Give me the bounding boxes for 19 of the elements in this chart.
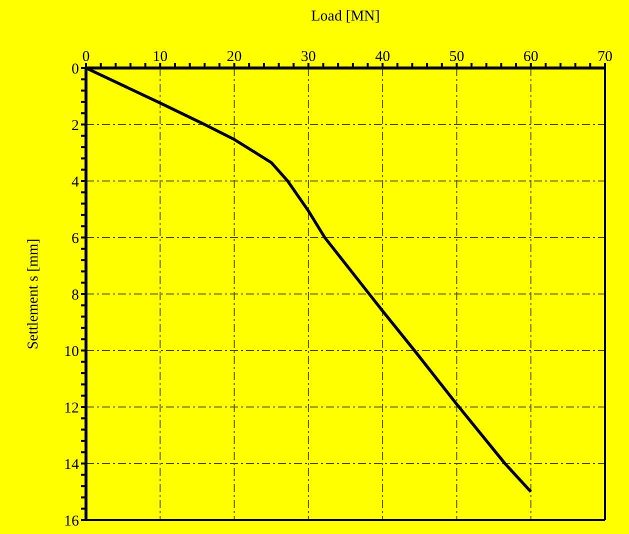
y-tick-label: 6 (72, 230, 80, 247)
y-tick-label: 16 (64, 513, 80, 530)
y-tick-label: 14 (64, 456, 80, 473)
y-axis-title: Settlement s [mm] (25, 238, 42, 350)
x-tick-label: 30 (300, 49, 316, 65)
y-tick-label: 10 (64, 344, 79, 360)
y-tick-label: 4 (72, 174, 80, 190)
y-tick-label: 12 (64, 400, 79, 416)
x-tick-label: 60 (523, 49, 538, 65)
x-tick-label: 20 (226, 49, 242, 65)
y-tick-label: 2 (72, 118, 79, 134)
y-tick-label: 8 (72, 287, 79, 304)
x-axis-title: Load [MN] (311, 8, 380, 25)
x-tick-label: 0 (82, 49, 90, 65)
y-tick-label: 0 (72, 61, 79, 78)
x-tick-label: 10 (152, 49, 168, 65)
x-tick-label: 50 (449, 49, 464, 65)
x-tick-label: 70 (598, 49, 612, 65)
x-tick-label: 40 (375, 49, 390, 65)
